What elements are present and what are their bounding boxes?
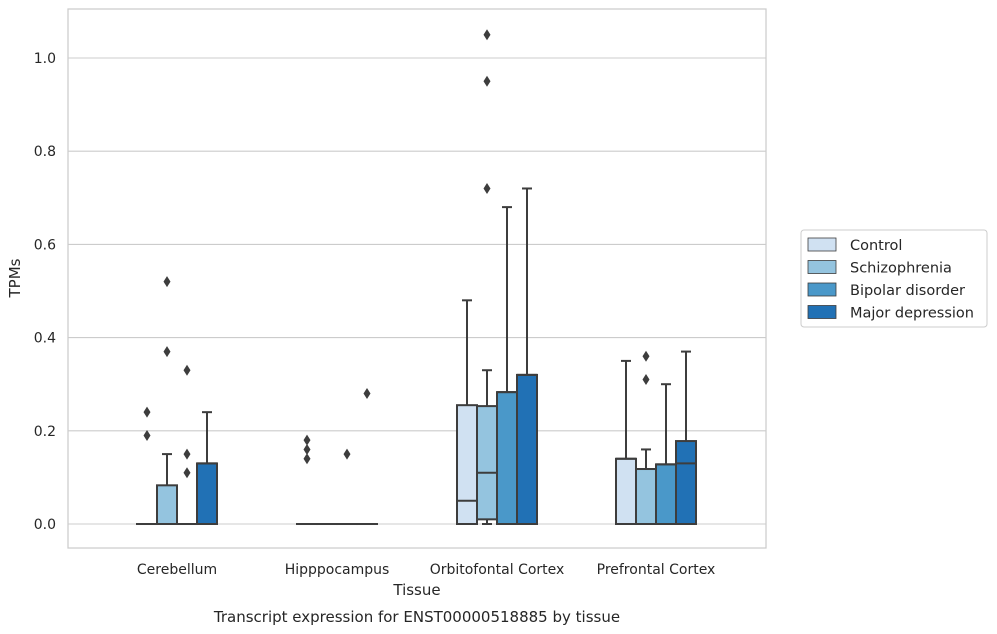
box-bipolar-disorder <box>336 448 358 526</box>
legend-swatch <box>807 305 837 319</box>
box-control <box>296 434 318 526</box>
box-control <box>615 359 637 526</box>
legend-swatch <box>807 260 837 274</box>
box-body <box>496 391 518 526</box>
box-body <box>675 440 697 525</box>
legend-label: Bipolar disorder <box>850 283 965 299</box>
outlier-marker <box>343 448 351 460</box>
y-tick-label: 0.4 <box>34 331 56 347</box>
y-axis-title: TPMs <box>6 258 24 298</box>
y-tick-label: 0.8 <box>34 144 56 160</box>
box-schizophrenia <box>476 29 498 525</box>
legend-label: Major depression <box>850 306 974 322</box>
box-body <box>196 462 218 526</box>
box-bipolar-disorder <box>655 383 677 525</box>
box-schizophrenia <box>635 350 657 525</box>
legend: Control Schizophrenia Bipolar disorder Majo… <box>800 229 988 328</box>
box-body <box>635 468 657 525</box>
outlier-marker <box>303 453 311 465</box>
outlier-marker <box>363 388 371 400</box>
outlier-marker <box>303 443 311 455</box>
legend-swatch <box>807 282 837 297</box>
box-body <box>476 405 498 521</box>
box-control <box>456 299 478 526</box>
box-body <box>655 463 677 525</box>
outlier-marker <box>143 406 151 418</box>
outlier-marker <box>183 467 191 479</box>
outlier-marker <box>183 448 191 460</box>
box-schizophrenia <box>156 276 178 525</box>
outlier-marker <box>183 364 191 376</box>
outlier-marker <box>483 29 491 41</box>
x-tick-label: Hipppocampus <box>285 562 390 578</box>
legend-frame <box>800 229 988 328</box>
legend-label: Control <box>850 238 902 254</box>
chart-caption: Transcript expression for ENST0000051888… <box>213 608 620 626</box>
box-body <box>456 404 478 526</box>
x-tick-label: Orbitofontal Cortex <box>430 562 565 578</box>
box-body <box>516 373 538 525</box>
y-tick-labels: 0.0 0.2 0.4 0.6 0.8 1.0 <box>34 51 56 533</box>
plot-area <box>67 8 767 549</box>
outlier-marker <box>163 346 171 358</box>
legend-swatch <box>807 237 837 252</box>
outlier-marker <box>163 276 171 288</box>
box-major-depression <box>675 350 697 525</box>
box-body <box>615 457 637 526</box>
outlier-marker <box>483 75 491 87</box>
box-series <box>136 29 697 526</box>
outlier-marker <box>483 182 491 194</box>
x-tick-label: Cerebellum <box>137 562 217 578</box>
box-major-depression <box>196 411 218 526</box>
box-body <box>156 484 178 525</box>
outlier-marker <box>143 429 151 441</box>
box-bipolar-disorder <box>496 206 518 526</box>
y-tick-label: 0.2 <box>34 424 56 440</box>
outlier-marker <box>642 374 650 386</box>
outlier-marker <box>303 434 311 446</box>
box-major-depression <box>516 187 538 525</box>
x-tick-labels: Cerebellum Hipppocampus Orbitofontal Corte… <box>137 562 715 578</box>
y-tick-label: 1.0 <box>34 51 56 67</box>
legend-label: Schizophrenia <box>850 261 952 277</box>
outlier-marker <box>642 350 650 362</box>
x-axis-title: Tissue <box>392 581 440 599</box>
y-tick-label: 0.0 <box>34 517 56 533</box>
box-major-depression <box>356 388 378 526</box>
y-tick-label: 0.6 <box>34 237 56 253</box>
x-tick-label: Prefrontal Cortex <box>597 562 716 578</box>
